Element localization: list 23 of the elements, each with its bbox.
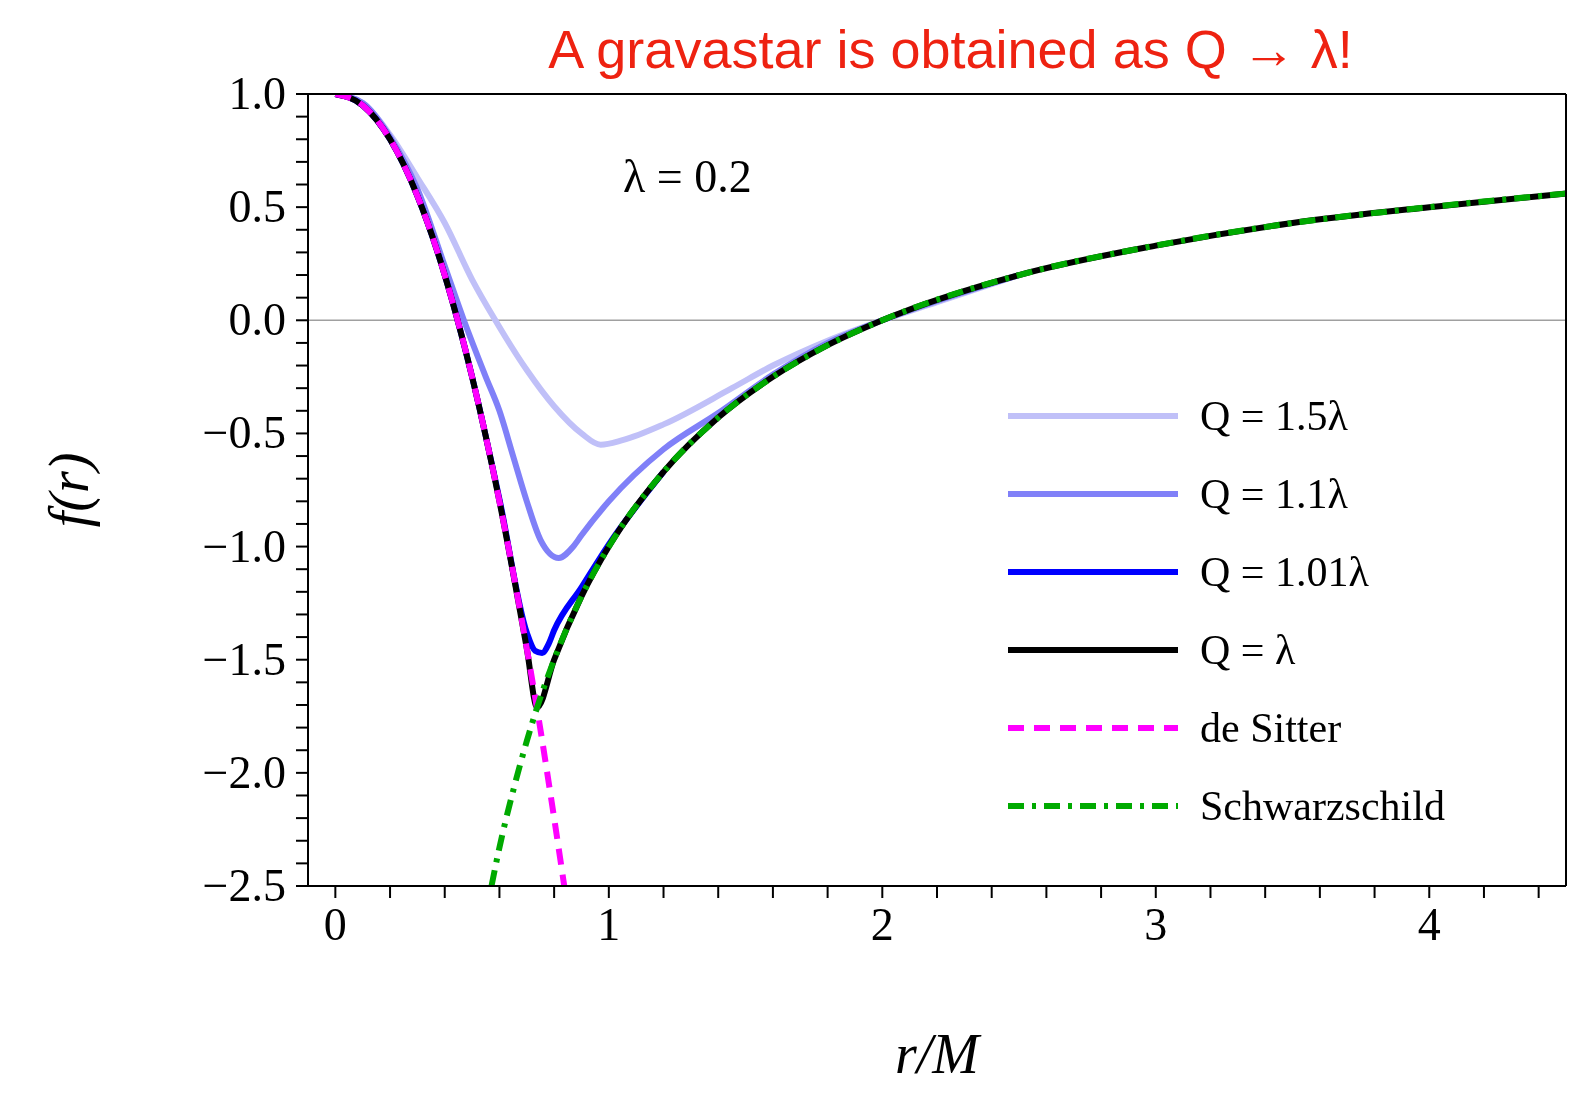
y-tick-label: −1.5 — [202, 633, 286, 685]
legend-label: Q = 1.1λ — [1200, 470, 1348, 519]
legend-label: Q = λ — [1200, 626, 1296, 675]
legend-label: Q = 1.5λ — [1200, 392, 1348, 441]
y-tick-label: 1.0 — [228, 68, 286, 119]
y-tick-label: −2.0 — [202, 746, 286, 798]
y-tick-label: 0.0 — [228, 294, 286, 346]
legend-label: Q = 1.01λ — [1200, 548, 1369, 597]
y-tick-label: −0.5 — [202, 407, 286, 459]
legend-label: de Sitter — [1200, 704, 1342, 753]
x-tick-label: 3 — [1144, 899, 1168, 950]
x-tick-label: 0 — [323, 899, 347, 950]
x-axis-title: r/M — [895, 1023, 983, 1085]
x-tick-label: 1 — [597, 899, 621, 950]
legend-label: Schwarzschild — [1200, 782, 1445, 831]
annotation: λ = 0.2 — [623, 150, 752, 203]
x-tick-label: 2 — [870, 899, 894, 950]
chart-title: A gravastar is obtained as Q → λ! — [547, 18, 1354, 80]
y-tick-label: −2.5 — [202, 860, 286, 911]
y-tick-label: −1.0 — [202, 520, 286, 572]
x-tick-label: 4 — [1417, 899, 1441, 950]
y-tick-label: 0.5 — [228, 181, 286, 233]
y-axis-title: f(r) — [37, 452, 101, 528]
